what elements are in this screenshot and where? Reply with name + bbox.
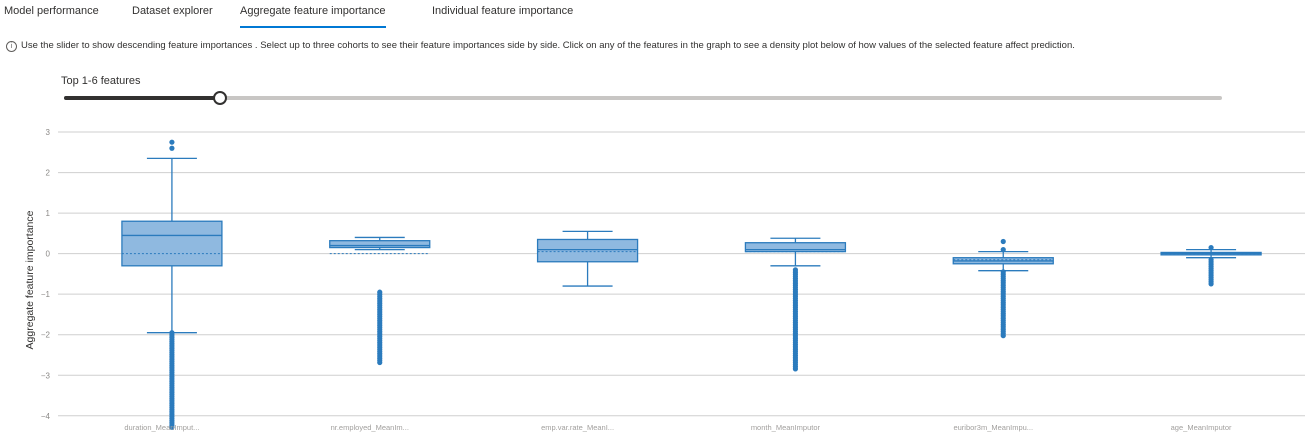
y-axis-label: Aggregate feature importance <box>24 210 36 349</box>
outlier-point <box>169 145 175 151</box>
outlier-point <box>792 366 799 372</box>
x-tick-label: age_MeanImputor <box>1171 423 1232 432</box>
y-tick-label: −3 <box>41 371 51 380</box>
info-text: Use the slider to show descending featur… <box>21 40 1075 51</box>
y-tick-label: −2 <box>41 331 51 340</box>
box-plot-3 <box>536 230 639 287</box>
x-tick-label: euribor3m_MeanImpu... <box>953 423 1033 432</box>
x-tick-label: nr.employed_MeanIm... <box>331 423 409 432</box>
feature-count-slider[interactable] <box>64 91 1222 105</box>
x-tick-label: duration_MeanImput... <box>124 423 199 432</box>
slider-label: Top 1-6 features <box>61 75 141 87</box>
box-iqr <box>536 238 639 263</box>
box-plot-5 <box>952 238 1054 339</box>
slider-fill <box>64 96 220 100</box>
grid-lines <box>58 131 1305 417</box>
y-axis-ticks: −4 −3 −2 −1 0 1 2 3 <box>41 128 51 421</box>
y-tick-label: 2 <box>46 169 51 178</box>
info-banner: i Use the slider to show descending featu… <box>6 39 1305 52</box>
outlier-point <box>1208 244 1214 251</box>
outlier-point <box>1000 333 1006 339</box>
box-iqr <box>744 242 847 253</box>
box-iqr <box>329 240 431 249</box>
info-icon: i <box>6 41 17 52</box>
box-iqr <box>121 220 223 267</box>
x-axis-ticks: duration_MeanImput... nr.employed_MeanIm.… <box>124 423 1232 432</box>
outlier-point <box>1208 281 1214 287</box>
x-tick-label: emp.var.rate_MeanI... <box>541 423 614 432</box>
tab-individual-feature-importance[interactable]: Individual feature importance <box>432 5 574 17</box>
box-plot-2 <box>329 236 431 366</box>
x-tick-label: month_MeanImputor <box>751 423 821 432</box>
box-plots <box>121 139 1262 430</box>
tab-aggregate-feature-importance[interactable]: Aggregate feature importance <box>240 4 386 28</box>
tab-bar: Model performance Dataset explorer Aggre… <box>0 0 1305 28</box>
y-tick-label: 1 <box>46 209 51 218</box>
outlier-point <box>169 139 175 145</box>
feature-importance-box-chart: −4 −3 −2 −1 0 1 2 3 Aggregate feature importanc… <box>24 128 1305 432</box>
y-tick-label: −1 <box>41 290 51 299</box>
outlier-point <box>1000 247 1006 253</box>
y-tick-label: 3 <box>46 128 51 137</box>
outlier-point <box>169 424 175 430</box>
box-plot-4 <box>744 237 847 372</box>
tab-dataset-explorer[interactable]: Dataset explorer <box>132 5 213 17</box>
y-tick-label: −4 <box>41 412 51 421</box>
box-plot-6 <box>1160 244 1262 287</box>
outlier-point <box>1000 238 1006 245</box>
slider-track[interactable] <box>64 96 1222 100</box>
box-plot-1 <box>121 139 223 430</box>
outlier-point <box>377 359 383 366</box>
tab-model-performance[interactable]: Model performance <box>4 5 99 17</box>
y-tick-label: 0 <box>46 250 51 259</box>
slider-thumb[interactable] <box>213 91 227 105</box>
